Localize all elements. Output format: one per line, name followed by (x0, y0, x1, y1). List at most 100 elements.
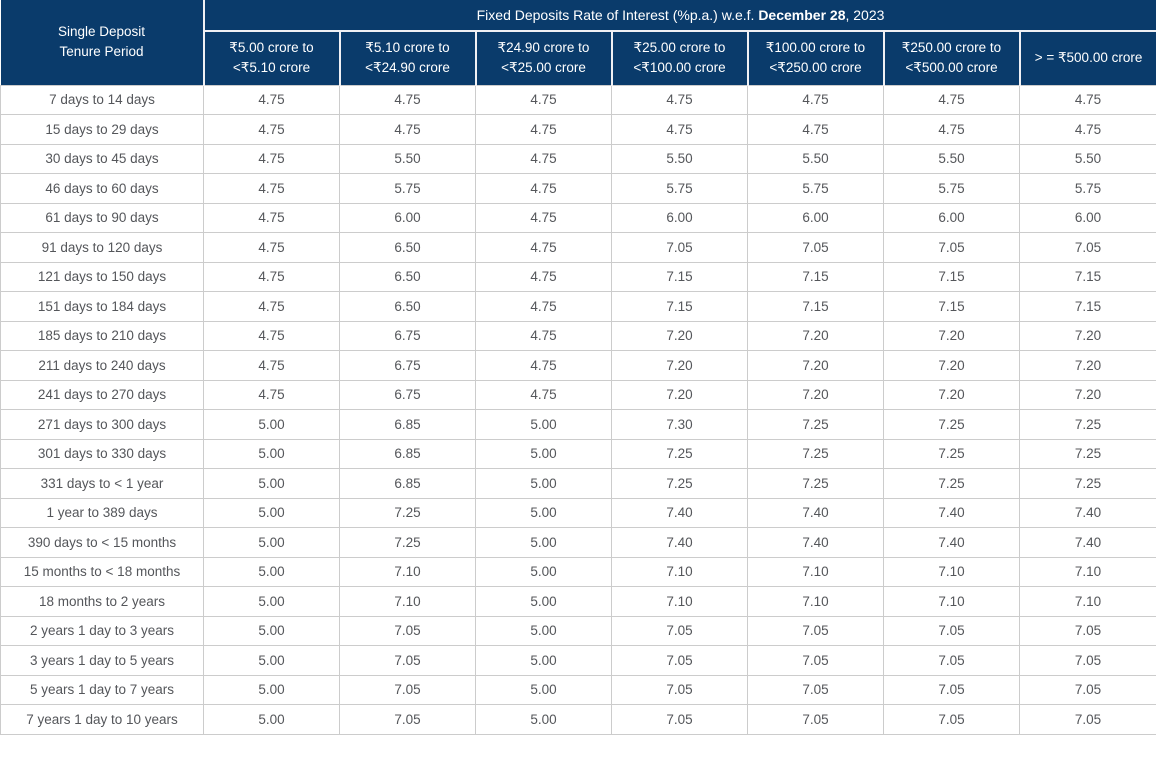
rate-cell: 7.15 (747, 261, 884, 292)
rate-cell: 7.25 (339, 527, 476, 558)
rate-cell: 5.00 (475, 527, 612, 558)
table-row: 390 days to < 15 months 5.00 7.25 5.00 7.40 7… (0, 527, 1156, 558)
tenure-cell: 241 days to 270 days (0, 379, 204, 410)
rate-cell: 4.75 (475, 261, 612, 292)
rate-cell: 7.20 (611, 379, 748, 410)
rate-cell: 4.75 (339, 84, 476, 115)
rate-cell: 7.10 (611, 556, 748, 587)
table-row: 151 days to 184 days 4.75 6.50 4.75 7.15 7.15… (0, 291, 1156, 322)
rate-cell: 7.25 (747, 468, 884, 499)
rate-cell: 5.75 (883, 173, 1020, 204)
rate-cell: 6.85 (339, 438, 476, 469)
rate-cell: 7.20 (883, 379, 1020, 410)
rate-cell: 7.40 (611, 497, 748, 528)
rate-cell: 5.00 (475, 645, 612, 676)
rate-cell: 7.05 (883, 704, 1020, 735)
rate-cell: 5.00 (203, 527, 340, 558)
rate-cell: 7.05 (883, 674, 1020, 705)
rate-cell: 4.75 (203, 350, 340, 381)
rate-cell: 7.40 (747, 497, 884, 528)
rate-cell: 5.50 (1018, 143, 1156, 174)
rate-cell: 7.40 (1018, 497, 1156, 528)
rate-cell: 5.00 (203, 615, 340, 646)
table-row: 3 years 1 day to 5 years 5.00 7.05 5.00 7.05… (0, 645, 1156, 676)
tenure-cell: 30 days to 45 days (0, 143, 204, 174)
tenure-cell: 7 days to 14 days (0, 84, 204, 115)
rate-cell: 7.05 (339, 645, 476, 676)
tenure-cell: 185 days to 210 days (0, 320, 204, 351)
rate-cell: 4.75 (339, 114, 476, 145)
rate-cell: 4.75 (203, 320, 340, 351)
tenure-cell: 1 year to 389 days (0, 497, 204, 528)
rate-cell: 7.20 (883, 350, 1020, 381)
table-title-suffix: , 2023 (845, 7, 885, 23)
rate-cell: 5.00 (475, 556, 612, 587)
column-header-slab-5: ₹100.00 crore to <₹250.00 crore (746, 31, 884, 85)
rate-cell: 5.75 (747, 173, 884, 204)
rate-cell: 4.75 (475, 84, 612, 115)
table-row: 15 days to 29 days 4.75 4.75 4.75 4.75 4.75 4.… (0, 114, 1156, 145)
rate-cell: 7.20 (1018, 350, 1156, 381)
table-row: 61 days to 90 days 4.75 6.00 4.75 6.00 6.00 6.… (0, 202, 1156, 233)
tenure-cell: 18 months to 2 years (0, 586, 204, 617)
rate-cell: 5.00 (475, 704, 612, 735)
column-header-slab-1: ₹5.00 crore to <₹5.10 crore (202, 31, 340, 85)
rate-cell: 7.40 (883, 497, 1020, 528)
rate-cell: 4.75 (475, 114, 612, 145)
tenure-cell: 331 days to < 1 year (0, 468, 204, 499)
rate-cell: 7.40 (611, 527, 748, 558)
rate-cell: 7.05 (339, 615, 476, 646)
rate-cell: 7.10 (611, 586, 748, 617)
rate-cell: 6.75 (339, 350, 476, 381)
rate-cell: 4.75 (475, 173, 612, 204)
rate-cell: 5.75 (1018, 173, 1156, 204)
rate-cell: 6.00 (611, 202, 748, 233)
rate-cell: 7.15 (747, 291, 884, 322)
rate-cell: 4.75 (611, 84, 748, 115)
rate-cell: 7.15 (1018, 291, 1156, 322)
rate-cell: 7.05 (611, 704, 748, 735)
rate-cell: 7.20 (611, 350, 748, 381)
table-row: 30 days to 45 days 4.75 5.50 4.75 5.50 5.50 5.… (0, 143, 1156, 174)
rate-cell: 7.25 (747, 409, 884, 440)
tenure-cell: 46 days to 60 days (0, 173, 204, 204)
rate-cell: 5.00 (475, 497, 612, 528)
rate-cell: 5.00 (475, 468, 612, 499)
rate-cell: 4.75 (475, 350, 612, 381)
rate-cell: 7.05 (1018, 615, 1156, 646)
rate-cell: 7.40 (1018, 527, 1156, 558)
rate-cell: 4.75 (475, 232, 612, 263)
column-header-slab-2: ₹5.10 crore to <₹24.90 crore (338, 31, 476, 85)
tenure-cell: 390 days to < 15 months (0, 527, 204, 558)
rate-cell: 4.75 (203, 114, 340, 145)
rate-cell: 4.75 (203, 291, 340, 322)
rate-cell: 5.00 (203, 409, 340, 440)
tenure-cell: 5 years 1 day to 7 years (0, 674, 204, 705)
table-row: 7 years 1 day to 10 years 5.00 7.05 5.00 7.0… (0, 704, 1156, 735)
rate-cell: 5.00 (203, 438, 340, 469)
table-row: 91 days to 120 days 4.75 6.50 4.75 7.05 7.05 7… (0, 232, 1156, 263)
tenure-cell: 301 days to 330 days (0, 438, 204, 469)
rate-cell: 6.85 (339, 468, 476, 499)
rate-cell: 7.20 (1018, 379, 1156, 410)
column-header-row: ₹5.00 crore to <₹5.10 crore ₹5.10 crore … (1, 31, 1156, 85)
rate-cell: 5.00 (475, 438, 612, 469)
rate-cell: 7.10 (1018, 586, 1156, 617)
table-body: 7 days to 14 days 4.75 4.75 4.75 4.75 4.75 4.7… (0, 84, 1156, 735)
rate-cell: 7.10 (883, 556, 1020, 587)
rate-cell: 6.00 (883, 202, 1020, 233)
rate-cell: 5.50 (611, 143, 748, 174)
rate-cell: 7.25 (1018, 409, 1156, 440)
rate-cell: 7.15 (883, 261, 1020, 292)
tenure-cell: 15 months to < 18 months (0, 556, 204, 587)
rate-cell: 7.05 (611, 645, 748, 676)
tenure-cell: 61 days to 90 days (0, 202, 204, 233)
rate-cell: 5.50 (747, 143, 884, 174)
rate-cell: 4.75 (475, 202, 612, 233)
rate-cell: 5.00 (203, 468, 340, 499)
rate-cell: 4.75 (1018, 114, 1156, 145)
rate-cell: 5.00 (475, 615, 612, 646)
table-row: 15 months to < 18 months 5.00 7.10 5.00 7.10… (0, 556, 1156, 587)
rate-cell: 7.05 (883, 645, 1020, 676)
rate-cell: 7.15 (1018, 261, 1156, 292)
